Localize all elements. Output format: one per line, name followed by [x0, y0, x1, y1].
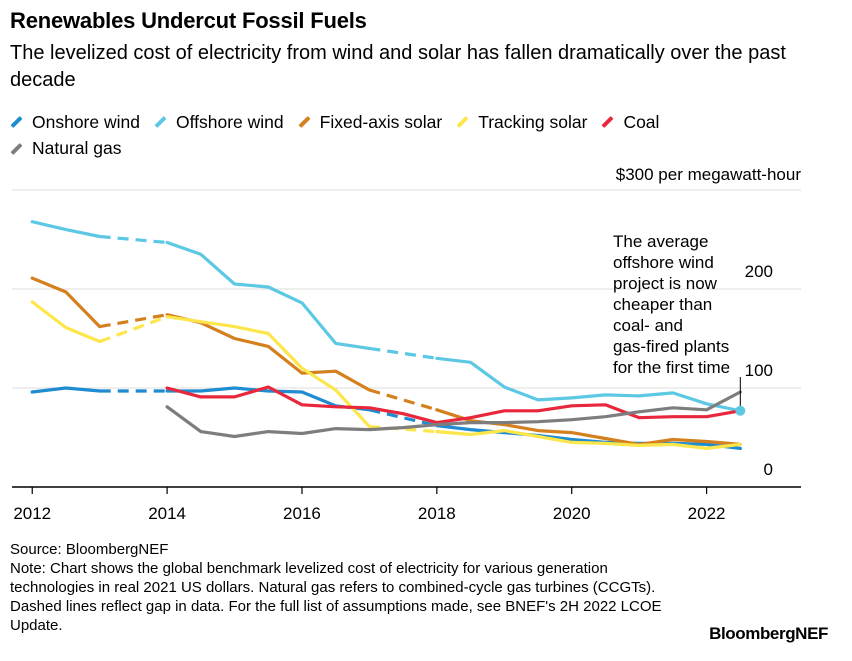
series-line	[369, 408, 438, 428]
legend-label: Fixed-axis solar	[319, 111, 443, 132]
legend-label: Coal	[623, 111, 660, 132]
legend-item: Onshore wind	[10, 111, 140, 134]
x-tick-label: 2020	[553, 504, 591, 523]
series-line	[369, 425, 437, 434]
legend-item: Coal	[601, 111, 659, 134]
series-line	[165, 315, 371, 429]
series-line	[368, 388, 438, 412]
y-tick-label: 0	[764, 460, 773, 479]
legend-item: Fixed-axis solar	[298, 111, 443, 134]
x-tick-label: 2014	[148, 504, 186, 523]
legend-item: Offshore wind	[154, 111, 284, 134]
series-line	[30, 300, 102, 344]
series-line	[435, 429, 742, 450]
series-line	[30, 386, 102, 394]
methodology-note: Note: Chart shows the global benchmark l…	[10, 560, 662, 634]
series-line	[165, 385, 742, 425]
x-tick-label: 2018	[418, 504, 456, 523]
y-tick-label: $300 per megawatt-hour	[616, 165, 802, 184]
series-line	[30, 220, 102, 239]
line-chart: 0 100 200 $300 per megawatt-hour 2012 2014 201…	[12, 165, 802, 523]
chart-footer: Source: BloombergNEF Note: Chart shows t…	[10, 540, 670, 635]
series-line	[99, 313, 168, 329]
x-tick-label: 2016	[283, 504, 321, 523]
legend-label: Natural gas	[32, 138, 122, 158]
chart-legend: Onshore wind Offshore wind Fixed-axis sola…	[10, 107, 790, 160]
chart-subtitle: The levelized cost of electricity from w…	[10, 42, 786, 91]
y-tick-label: 200	[745, 262, 773, 281]
legend-label: Offshore wind	[175, 111, 284, 132]
legend-label: Tracking solar	[478, 111, 588, 132]
series-line	[99, 234, 168, 245]
series-line	[435, 356, 742, 413]
x-tick-label: 2012	[13, 504, 51, 523]
y-tick-label: 100	[745, 361, 773, 380]
annotation-marker	[735, 405, 746, 416]
legend-item: Natural gas	[10, 137, 122, 160]
series-line	[99, 315, 168, 344]
legend-item: Tracking solar	[456, 111, 587, 134]
series-line	[165, 390, 742, 439]
series-line	[165, 240, 371, 350]
legend-label: Onshore wind	[32, 111, 140, 132]
source-note: Source: BloombergNEF	[10, 541, 169, 558]
chart-title: Renewables Undercut Fossil Fuels	[10, 8, 367, 33]
x-tick-label: 2022	[688, 504, 726, 523]
series-line	[30, 276, 102, 329]
annotation-text: The average offshore wind project is now ch…	[613, 232, 730, 377]
brand-logo: BloombergNEF	[709, 624, 828, 643]
series-line	[165, 313, 371, 392]
series-line	[369, 346, 438, 360]
